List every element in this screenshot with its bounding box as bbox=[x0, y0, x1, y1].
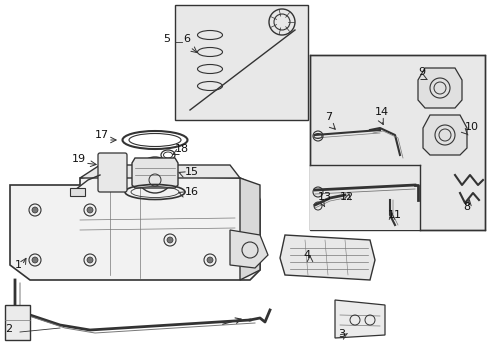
Text: 7: 7 bbox=[325, 112, 331, 122]
Polygon shape bbox=[10, 175, 260, 280]
Text: 19: 19 bbox=[72, 154, 86, 164]
Circle shape bbox=[167, 237, 173, 243]
Polygon shape bbox=[422, 115, 466, 155]
Text: 6: 6 bbox=[183, 34, 190, 44]
FancyBboxPatch shape bbox=[98, 153, 127, 192]
Text: 10: 10 bbox=[464, 122, 478, 132]
Polygon shape bbox=[80, 165, 240, 178]
Bar bbox=[309, 165, 419, 230]
Text: 2: 2 bbox=[5, 324, 12, 334]
Polygon shape bbox=[417, 68, 461, 108]
Text: 12: 12 bbox=[339, 192, 353, 202]
Circle shape bbox=[32, 257, 38, 263]
Text: 13: 13 bbox=[317, 192, 331, 202]
Text: 11: 11 bbox=[387, 210, 401, 220]
Bar bbox=[70, 188, 85, 196]
Bar bbox=[175, 5, 307, 120]
Text: 5: 5 bbox=[163, 34, 170, 44]
Text: 16: 16 bbox=[184, 187, 199, 197]
Text: 15: 15 bbox=[184, 167, 199, 177]
Polygon shape bbox=[240, 178, 260, 280]
Text: 1: 1 bbox=[15, 260, 22, 270]
Polygon shape bbox=[132, 158, 178, 188]
Polygon shape bbox=[280, 235, 374, 280]
Circle shape bbox=[87, 207, 93, 213]
Circle shape bbox=[87, 257, 93, 263]
Text: 9: 9 bbox=[417, 67, 424, 77]
Polygon shape bbox=[229, 230, 267, 268]
Text: 14: 14 bbox=[374, 107, 388, 117]
Bar bbox=[309, 55, 484, 230]
Text: 3: 3 bbox=[337, 329, 345, 339]
Text: 4: 4 bbox=[303, 250, 309, 260]
Text: 8: 8 bbox=[462, 202, 469, 212]
Circle shape bbox=[32, 207, 38, 213]
Circle shape bbox=[206, 257, 213, 263]
Polygon shape bbox=[334, 300, 384, 338]
Polygon shape bbox=[5, 305, 30, 340]
Text: 17: 17 bbox=[95, 130, 109, 140]
Text: 18: 18 bbox=[175, 144, 189, 154]
